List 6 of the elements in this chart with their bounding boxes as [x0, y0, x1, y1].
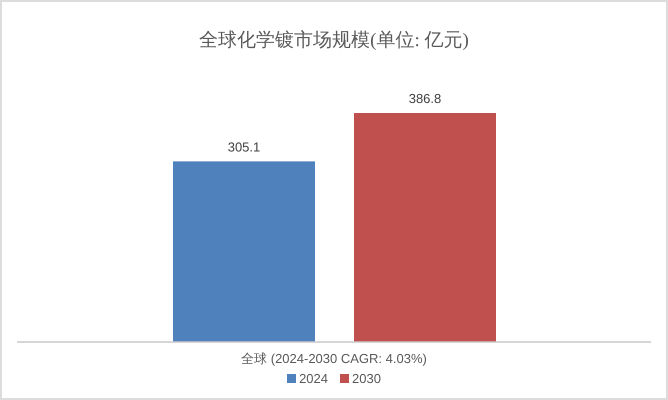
legend-label: 2024: [299, 371, 328, 386]
legend-label: 2030: [352, 371, 381, 386]
chart-title: 全球化学镀市场规模(单位: 亿元): [198, 29, 470, 53]
x-axis-title: 全球 (2024-2030 CAGR: 4.03%): [241, 351, 427, 366]
data-label: 386.8: [408, 91, 442, 106]
data-label: 305.1: [228, 139, 260, 154]
